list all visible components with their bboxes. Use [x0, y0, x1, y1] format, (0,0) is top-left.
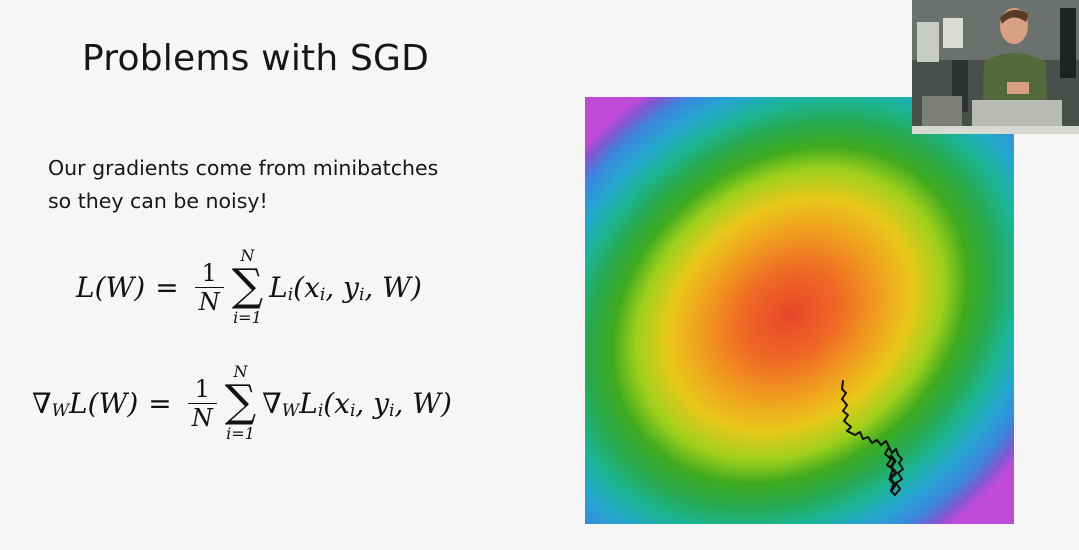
term-nabla-subscript: W	[281, 401, 300, 421]
slide-title: Problems with SGD	[82, 38, 430, 79]
term-subscript: i	[317, 401, 324, 421]
term-args-open: (x	[323, 386, 350, 420]
fraction-denominator: N	[187, 402, 217, 432]
sgd-noisy-path-tail	[888, 454, 898, 492]
fraction: 1 N	[187, 374, 217, 432]
args-subscript-2: i	[389, 401, 395, 421]
args-subscript-1: i	[319, 285, 326, 305]
equals-sign: =	[148, 386, 172, 420]
bullet-text: Our gradients come from minibatches so t…	[48, 152, 508, 218]
term-args-open: (x	[293, 270, 320, 304]
term-function: L	[269, 270, 288, 304]
term-args-end: , W)	[394, 386, 452, 420]
sum-upper-limit: N	[240, 246, 255, 265]
term-function: L	[299, 386, 318, 420]
term-nabla-symbol: ∇	[262, 386, 282, 420]
gradient-lhs: L(W)	[69, 386, 139, 420]
sigma-symbol: ∑	[231, 260, 264, 311]
bullet-line-1: Our gradients come from minibatches	[48, 156, 439, 180]
fraction-denominator: N	[194, 286, 224, 316]
nabla-symbol: ∇	[32, 386, 52, 420]
nabla-subscript: W	[51, 401, 70, 421]
summation: N ∑ i=1	[225, 364, 256, 442]
sigma-symbol: ∑	[224, 376, 257, 427]
sum-lower-limit: i=1	[233, 308, 262, 327]
term-args-end: , W)	[364, 270, 422, 304]
args-subscript-2: i	[358, 285, 365, 305]
summation: N ∑ i=1	[232, 248, 263, 326]
args-subscript-1: i	[349, 401, 356, 421]
sum-lower-limit: i=1	[226, 424, 255, 443]
presenter-webcam	[912, 0, 1079, 134]
term-args-mid: , y	[325, 270, 359, 304]
fraction-numerator: 1	[194, 374, 210, 403]
loss-lhs: L(W)	[76, 270, 146, 304]
loss-surface	[585, 97, 1014, 524]
equals-sign: =	[155, 270, 179, 304]
fraction-numerator: 1	[201, 258, 217, 287]
term-args-mid: , y	[355, 386, 390, 420]
fraction: 1 N	[194, 258, 224, 316]
sum-upper-limit: N	[233, 362, 248, 381]
loss-surface-figure	[585, 97, 1014, 524]
term-subscript: i	[287, 285, 294, 305]
bullet-line-2: so they can be noisy!	[48, 189, 268, 213]
